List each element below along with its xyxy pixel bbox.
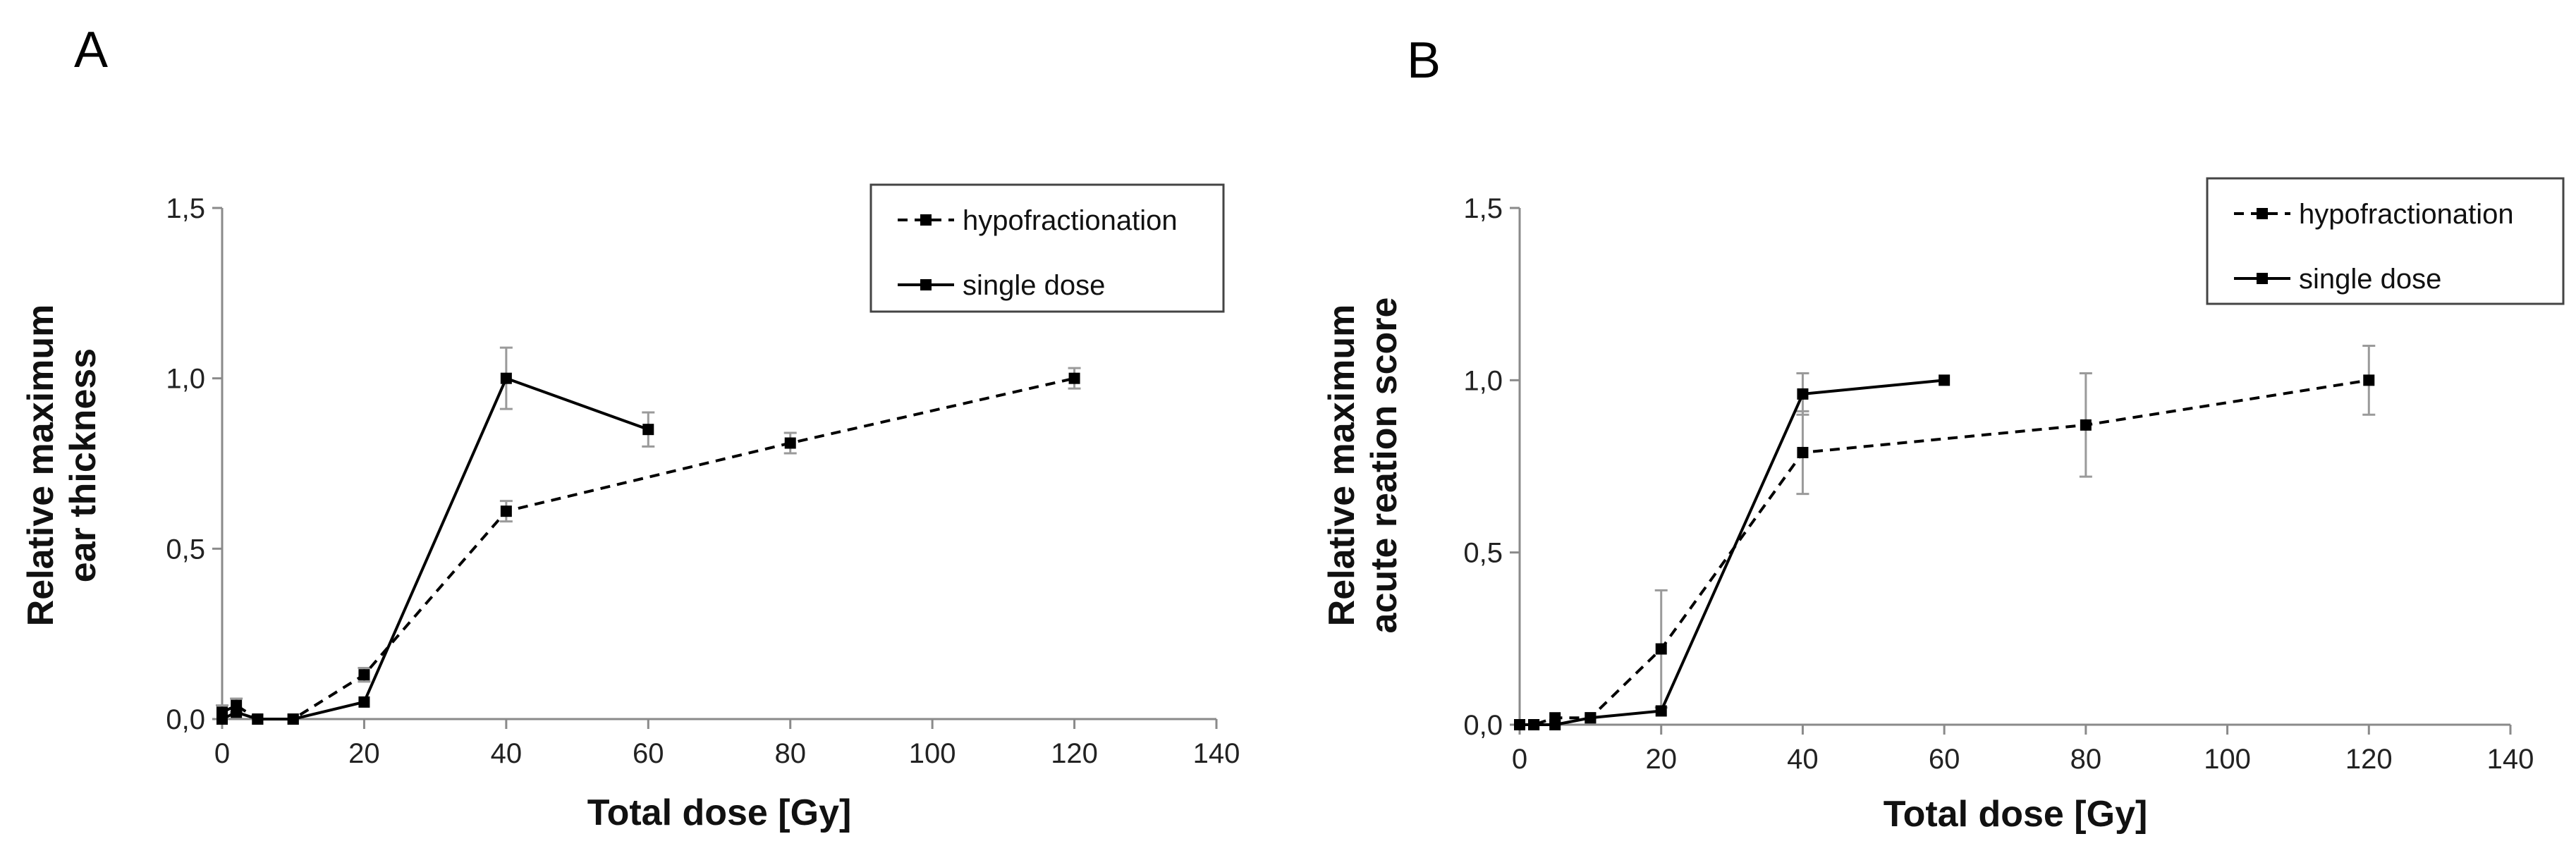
y-tick-label: 0,5	[166, 534, 205, 565]
panel-letter: B	[1407, 32, 1441, 89]
series-hypofractionation	[1514, 344, 2376, 730]
panel-letter: A	[74, 22, 108, 78]
series-single-dose	[216, 346, 655, 725]
series-single-dose	[1514, 372, 1951, 730]
data-point	[642, 424, 654, 436]
x-tick-label: 20	[348, 738, 380, 769]
x-tick-label: 40	[491, 738, 523, 769]
data-point	[2363, 374, 2375, 386]
legend: hypofractionation single dose	[869, 183, 1225, 313]
x-axis-title: Total dose [Gy]	[1884, 794, 2148, 835]
x-tick-label: 0	[214, 738, 230, 769]
data-point	[358, 696, 370, 708]
data-point	[1585, 712, 1597, 724]
data-point	[1655, 643, 1667, 655]
series-line	[1520, 379, 2369, 726]
x-tick-label: 60	[633, 738, 664, 769]
legend-marker	[920, 214, 932, 226]
data-point	[1549, 719, 1561, 730]
data-point	[358, 669, 370, 681]
x-tick-label: 40	[1787, 744, 1819, 775]
data-point	[500, 372, 512, 384]
chart-panel-b: B 0,0 0,5 1,0 1,5 0 20 40 60 80 100 120 140 Total dos…	[1321, 32, 2565, 835]
x-tick-label: 0	[1512, 744, 1527, 775]
x-tick-label: 20	[1645, 744, 1677, 775]
legend-label: hypofractionation	[963, 205, 1178, 236]
x-tick-label: 140	[2487, 744, 2534, 775]
x-axis-title: Total dose [Gy]	[587, 792, 852, 833]
data-point	[1939, 374, 1951, 386]
y-axis-title: ear thickness	[63, 348, 104, 582]
chart-panel-a: A 0,0 0,5 1,0 1,5 0 20 40 60 80 100 120 140 Total dos…	[20, 22, 1240, 833]
y-tick-label: 1,5	[166, 193, 205, 224]
x-tick-label: 80	[774, 738, 806, 769]
legend-marker	[2257, 208, 2268, 219]
data-point	[1528, 719, 1540, 730]
data-point	[1068, 372, 1080, 384]
legend-label: hypofractionation	[2299, 199, 2514, 230]
y-tick-label: 0,0	[166, 704, 205, 735]
data-point	[2080, 419, 2092, 431]
data-point	[500, 505, 512, 517]
legend-label: single dose	[2299, 264, 2441, 295]
y-tick-label: 1,5	[1463, 193, 1503, 224]
y-tick-label: 0,0	[1463, 710, 1503, 741]
y-tick-label: 1,0	[166, 364, 205, 395]
data-point	[252, 713, 264, 725]
series-line	[1520, 379, 1945, 726]
x-tick-label: 100	[909, 738, 956, 769]
legend-label: single dose	[963, 270, 1105, 301]
legend-marker	[920, 279, 932, 290]
data-point	[287, 713, 299, 725]
legend: hypofractionation single dose	[2206, 177, 2565, 305]
y-axis-title: Relative maximum	[20, 305, 61, 627]
x-tick-label: 60	[1929, 744, 1960, 775]
data-point	[1797, 446, 1809, 458]
x-tick-label: 120	[1051, 738, 1098, 769]
data-point	[784, 437, 796, 449]
legend-marker	[2257, 273, 2268, 284]
y-tick-label: 0,5	[1463, 538, 1503, 569]
series-line	[221, 376, 649, 720]
x-tick-label: 80	[2070, 744, 2102, 775]
data-point	[1797, 388, 1809, 400]
x-tick-label: 140	[1193, 738, 1240, 769]
y-tick-label: 1,0	[1463, 365, 1503, 396]
y-axis-title: acute reation score	[1364, 297, 1405, 634]
data-point	[1514, 719, 1525, 730]
data-point	[231, 706, 243, 718]
data-point	[216, 713, 228, 725]
data-point	[1655, 705, 1667, 717]
x-tick-label: 120	[2345, 744, 2393, 775]
x-tick-label: 100	[2204, 744, 2251, 775]
y-axis-title: Relative maximum	[1321, 305, 1362, 627]
